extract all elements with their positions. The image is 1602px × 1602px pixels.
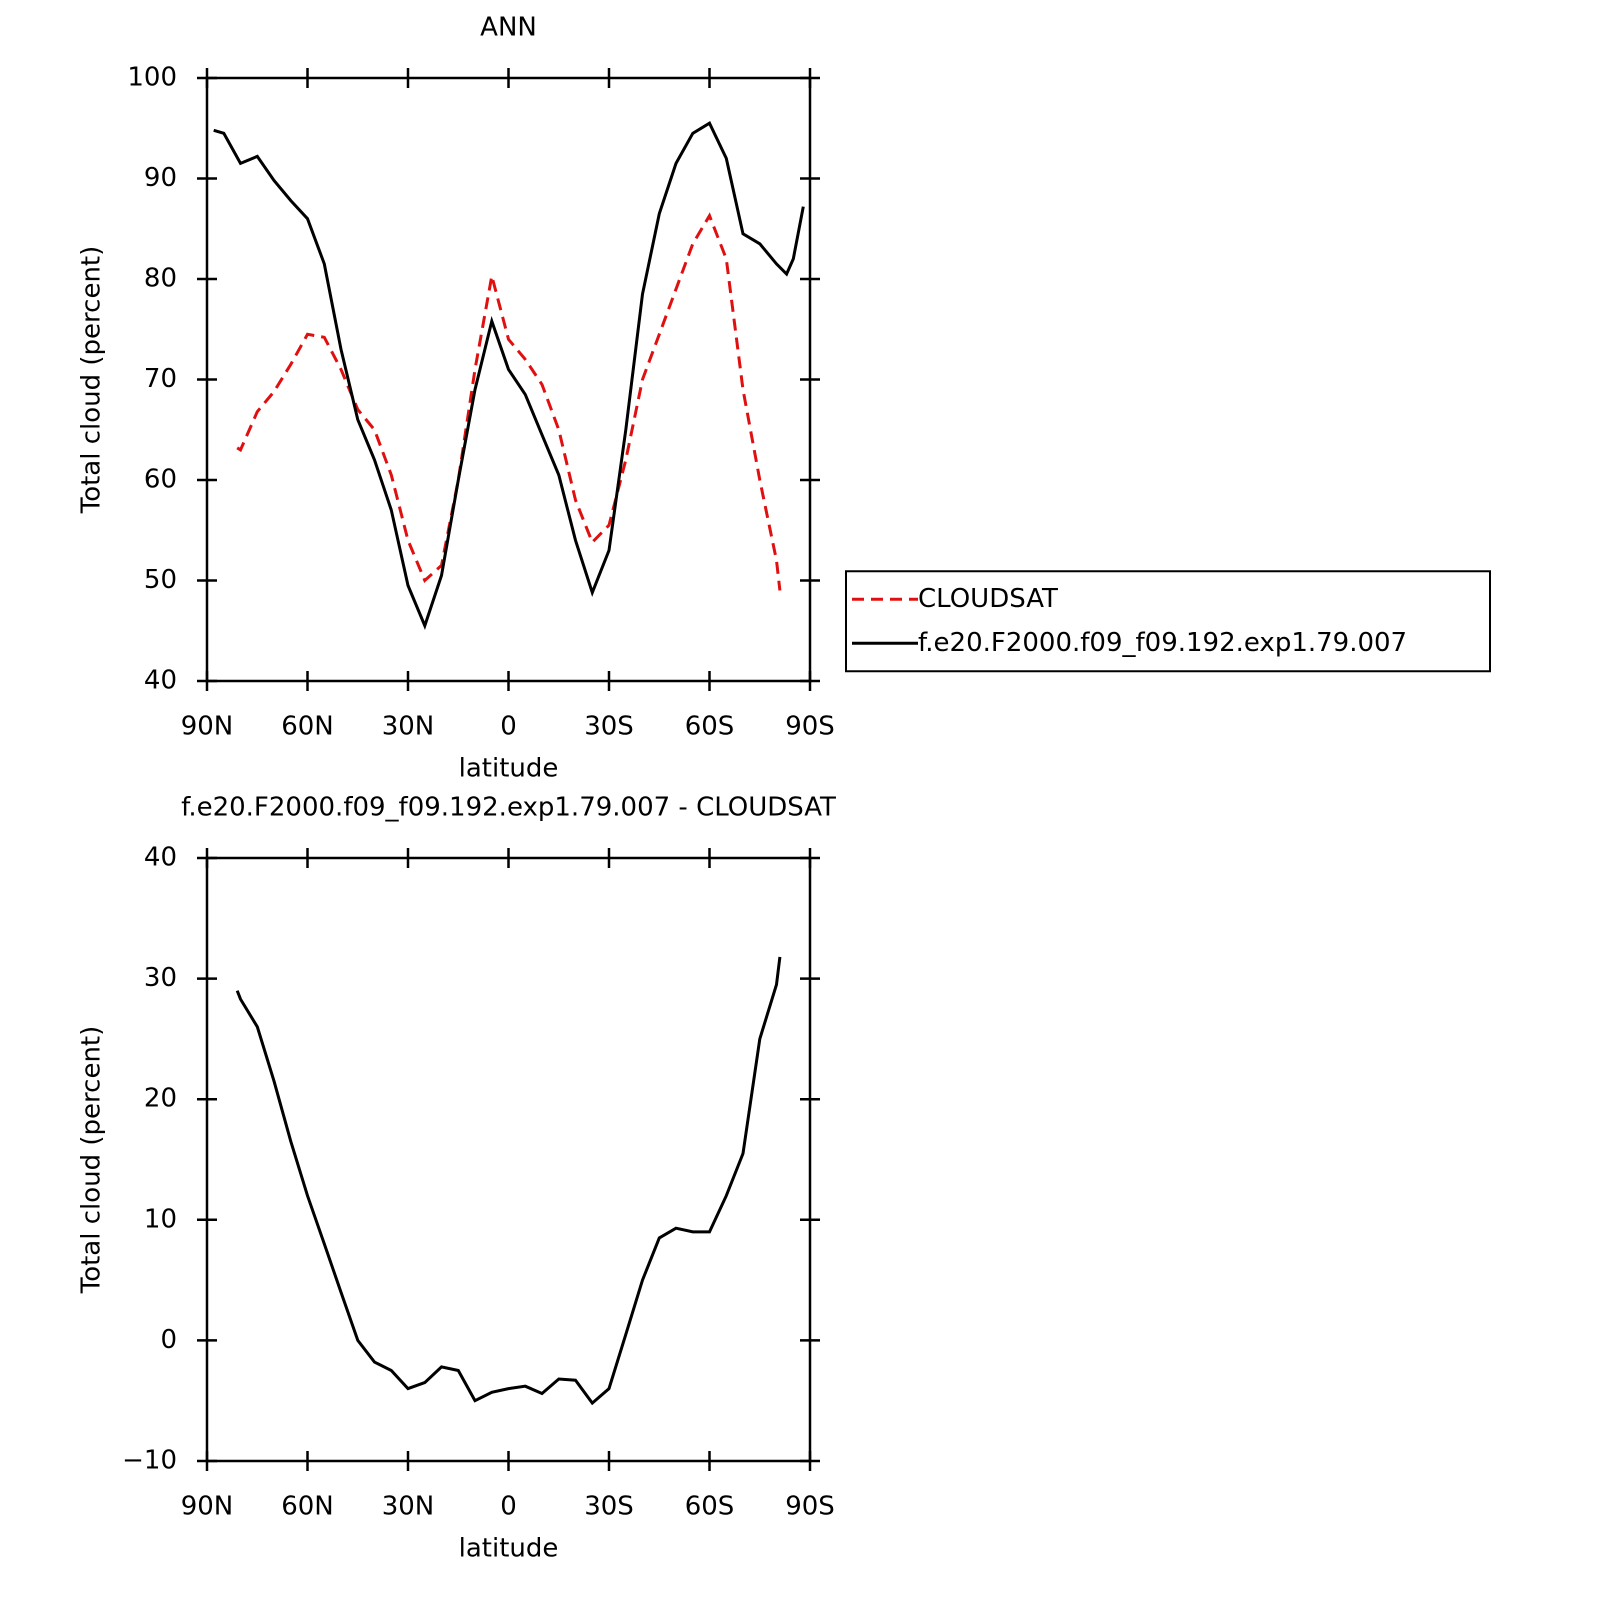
x-tick-label: 90N <box>181 712 234 742</box>
x-tick-label: 30N <box>382 1492 435 1522</box>
x-tick-label: 60N <box>281 712 334 742</box>
x-axis-label: latitude <box>459 754 559 784</box>
y-tick-label: 50 <box>144 565 177 595</box>
y-tick-label: −10 <box>122 1446 177 1476</box>
x-tick-label: 90S <box>785 1492 835 1522</box>
y-tick-label: 80 <box>144 264 177 294</box>
y-axis-label: Total cloud (percent) <box>77 1026 107 1295</box>
y-tick-label: 40 <box>144 843 177 873</box>
y-axis-label: Total cloud (percent) <box>77 246 107 515</box>
plot-frame <box>205 76 812 683</box>
y-tick-label: 0 <box>160 1325 177 1355</box>
y-tick-label: 60 <box>144 465 177 495</box>
y-tick-label: 90 <box>144 163 177 193</box>
x-tick-label: 60S <box>685 712 735 742</box>
y-tick-label: 30 <box>144 963 177 993</box>
y-tick-label: 20 <box>144 1084 177 1114</box>
y-tick-label: 70 <box>144 364 177 394</box>
data-line <box>235 956 782 1406</box>
x-tick-label: 90S <box>785 712 835 742</box>
x-tick-label: 0 <box>500 712 517 742</box>
x-tick-label: 30S <box>584 1492 634 1522</box>
x-tick-label: 60N <box>281 1492 334 1522</box>
chart-title: f.e20.F2000.f09_f09.192.exp1.79.007 - CL… <box>181 793 836 823</box>
y-tick-label: 10 <box>144 1204 177 1234</box>
legend-box <box>845 570 1491 673</box>
x-tick-label: 30S <box>584 712 634 742</box>
chart-title: ANN <box>480 13 537 43</box>
data-line <box>236 212 782 591</box>
x-tick-label: 90N <box>181 1492 234 1522</box>
legend-label: CLOUDSAT <box>918 584 1058 614</box>
x-tick-label: 30N <box>382 712 435 742</box>
y-tick-label: 100 <box>127 63 177 93</box>
y-tick-label: 40 <box>144 666 177 696</box>
plot-frame <box>205 856 812 1463</box>
data-line <box>213 121 805 630</box>
x-tick-label: 60S <box>685 1492 735 1522</box>
legend-label: f.e20.F2000.f09_f09.192.exp1.79.007 <box>918 628 1407 658</box>
x-tick-label: 0 <box>500 1492 517 1522</box>
x-axis-label: latitude <box>459 1534 559 1564</box>
